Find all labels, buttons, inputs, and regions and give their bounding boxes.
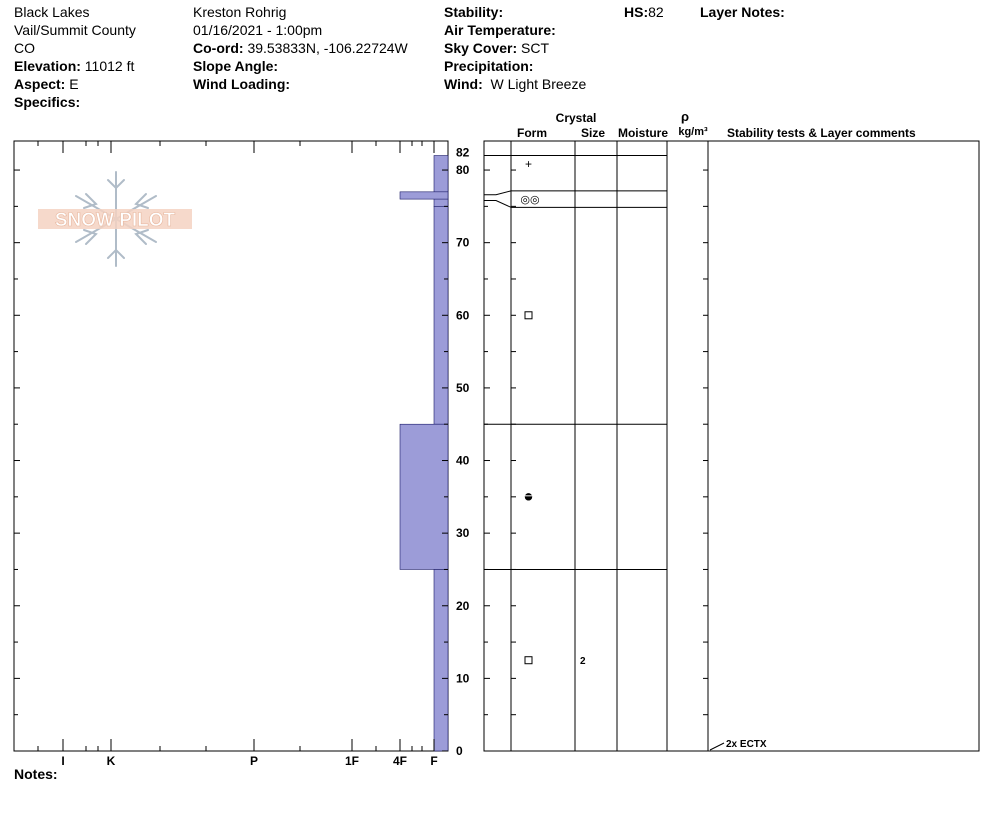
hardness-label-K: K bbox=[107, 754, 116, 768]
elevation-value: 11012 ft bbox=[84, 58, 135, 74]
stability-test-pointer-0 bbox=[709, 742, 725, 751]
layer-notes-row: Layer Notes: bbox=[700, 3, 785, 21]
height-axis: 0 10 20 30 40 50 60 70 80 82 bbox=[14, 146, 490, 758]
wind-loading-label: Wind Loading: bbox=[193, 76, 291, 92]
snowpilot-logo: SNOW PILOT bbox=[38, 171, 192, 267]
header-location: Black Lakes Vail/Summit County CO Elevat… bbox=[14, 3, 136, 111]
layer-rows: +2 ◎◎ bbox=[484, 155, 667, 667]
height-label-80: 80 bbox=[456, 163, 470, 177]
slope-label: Slope Angle: bbox=[193, 58, 279, 74]
hardness-axis: I K P 1F 4F F bbox=[37, 141, 438, 768]
height-label-30: 30 bbox=[456, 526, 470, 540]
logo-text: SNOW PILOT bbox=[55, 210, 176, 231]
height-label-50: 50 bbox=[456, 381, 470, 395]
col-header-density-unit: kg/m³ bbox=[678, 126, 708, 138]
density-axis bbox=[511, 169, 708, 752]
observer-name: Kreston Rohrig bbox=[193, 4, 287, 20]
hardness-label-F: F bbox=[430, 754, 437, 768]
elevation-label: Elevation: bbox=[14, 58, 81, 74]
aspect-label: Aspect: bbox=[14, 76, 66, 92]
hardness-label-I: I bbox=[61, 754, 64, 768]
air-temp-label: Air Temperature: bbox=[444, 22, 556, 38]
coord-value: 39.53833N, -106.22724W bbox=[247, 40, 408, 56]
col-header-size: Size bbox=[581, 126, 605, 140]
location-state: CO bbox=[14, 40, 35, 56]
size-value-3: 2 bbox=[580, 656, 586, 667]
coord-row: Co-ord: 39.53833N, -106.22724W bbox=[193, 39, 408, 57]
observation-datetime: 01/16/2021 - 1:00pm bbox=[193, 22, 323, 38]
height-label-82: 82 bbox=[456, 146, 470, 160]
height-label-20: 20 bbox=[456, 599, 470, 613]
col-header-crystal: Crystal bbox=[556, 111, 597, 125]
slope-row: Slope Angle: bbox=[193, 57, 408, 75]
layer-table bbox=[483, 140, 980, 752]
stability-row: Stability: bbox=[444, 3, 586, 21]
location-region: Vail/Summit County bbox=[14, 22, 136, 38]
height-label-10: 10 bbox=[456, 671, 470, 685]
header-observer: Kreston Rohrig 01/16/2021 - 1:00pm Co-or… bbox=[193, 3, 408, 93]
crust-connector-bottom bbox=[484, 200, 512, 208]
col-header-comments: Stability tests & Layer comments bbox=[727, 126, 916, 140]
wind-loading-row: Wind Loading: bbox=[193, 75, 408, 93]
hs-label: HS: bbox=[624, 4, 649, 20]
form-symbol-0: + bbox=[525, 157, 532, 171]
notes-label: Notes: bbox=[14, 766, 58, 782]
header-conditions: Stability: Air Temperature: Sky Cover: S… bbox=[444, 3, 586, 93]
hardness-label-P: P bbox=[250, 754, 258, 768]
aspect-value: E bbox=[69, 76, 79, 92]
hs-value: 82 bbox=[648, 4, 664, 20]
coord-label: Co-ord: bbox=[193, 40, 244, 56]
aspect-row: Aspect: E bbox=[14, 75, 136, 93]
hs-row: HS:82 bbox=[624, 3, 664, 21]
hardness-bar-crust bbox=[399, 191, 449, 200]
hardness-panel bbox=[13, 140, 449, 752]
crust-connector-top bbox=[484, 190, 512, 196]
col-header-form: Form bbox=[517, 126, 547, 140]
form-symbol-1 bbox=[524, 311, 533, 320]
specifics-label: Specifics: bbox=[14, 94, 81, 110]
height-label-70: 70 bbox=[456, 236, 470, 250]
hardness-label-4F: 4F bbox=[393, 754, 407, 768]
stability-test-label-0: 2x ECTX bbox=[726, 739, 767, 750]
precip-label: Precipitation: bbox=[444, 58, 534, 74]
wind-label: Wind: bbox=[444, 76, 483, 92]
precip-row: Precipitation: bbox=[444, 57, 586, 75]
sky-label: Sky Cover: bbox=[444, 40, 518, 56]
stability-tests: 2x ECTX bbox=[709, 739, 767, 751]
logo-banner bbox=[38, 209, 192, 229]
wind-value: W Light Breeze bbox=[490, 76, 587, 92]
wind-row: Wind: W Light Breeze bbox=[444, 75, 586, 93]
hardness-bar-3 bbox=[433, 569, 449, 752]
sky-value: SCT bbox=[521, 40, 550, 56]
form-symbol-3 bbox=[524, 656, 533, 665]
hardness-label-1F: 1F bbox=[345, 754, 359, 768]
form-symbol-crust: ◎◎ bbox=[520, 194, 539, 206]
height-label-60: 60 bbox=[456, 308, 470, 322]
height-label-40: 40 bbox=[456, 454, 470, 468]
air-temp-row: Air Temperature: bbox=[444, 21, 586, 39]
sky-row: Sky Cover: SCT bbox=[444, 39, 586, 57]
notes-row: Notes: bbox=[14, 765, 58, 783]
location-name: Black Lakes bbox=[14, 4, 90, 20]
form-symbol-2 bbox=[524, 493, 533, 501]
height-label-0: 0 bbox=[456, 744, 463, 758]
stability-label: Stability: bbox=[444, 4, 504, 20]
col-header-moisture: Moisture bbox=[618, 126, 668, 140]
hardness-bars bbox=[399, 155, 449, 752]
layer-notes-label: Layer Notes: bbox=[700, 4, 785, 20]
hardness-bar-2 bbox=[399, 423, 449, 570]
specifics-row: Specifics: bbox=[14, 93, 136, 111]
elevation-row: Elevation: 11012 ft bbox=[14, 57, 136, 75]
col-header-rho: ρ bbox=[681, 109, 689, 124]
